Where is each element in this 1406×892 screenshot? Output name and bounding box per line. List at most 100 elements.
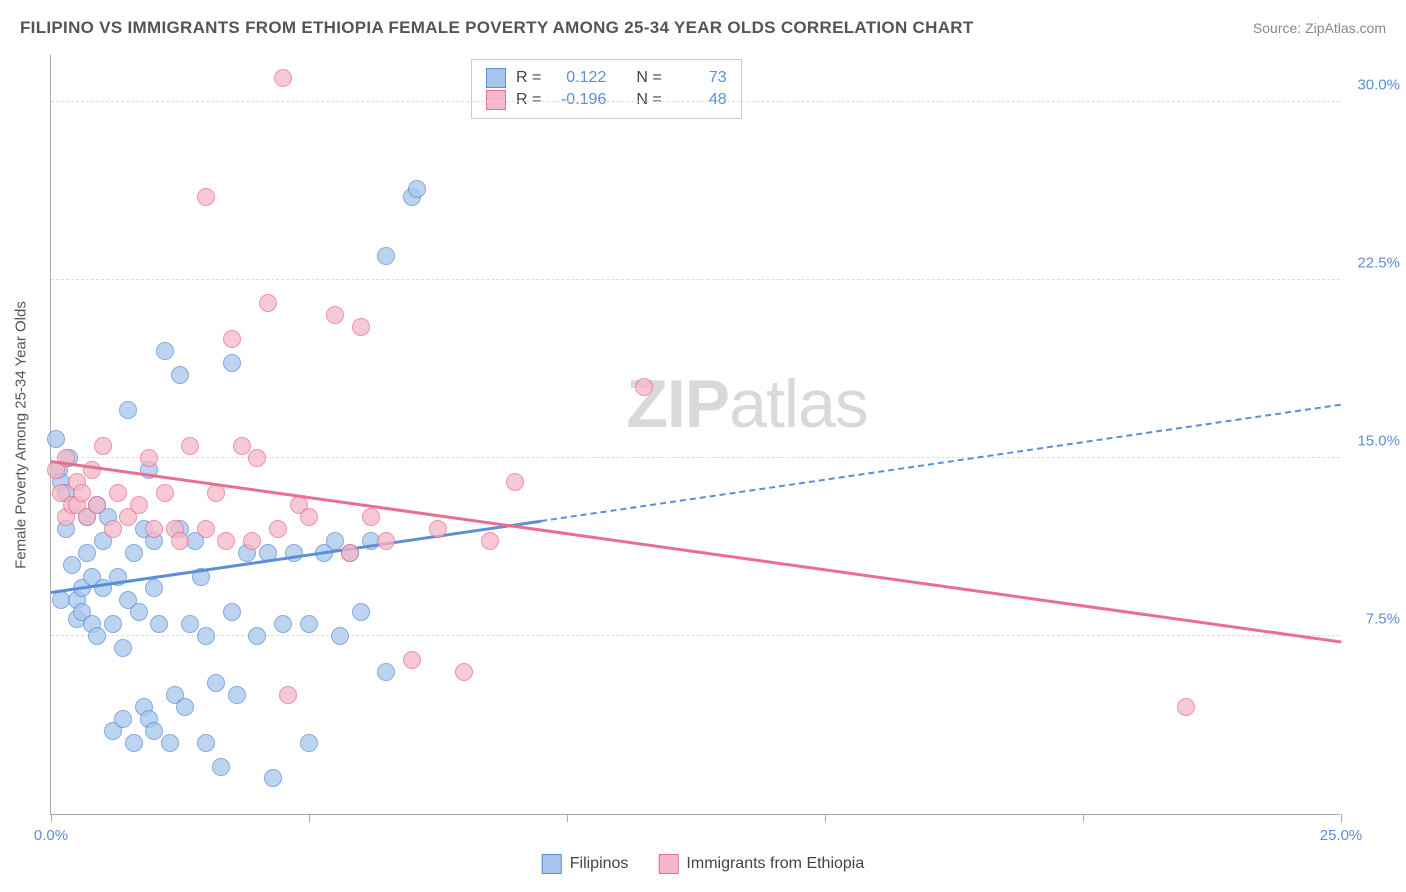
data-point: [181, 615, 199, 633]
data-point: [83, 461, 101, 479]
data-point: [78, 544, 96, 562]
data-point: [88, 496, 106, 514]
x-tick: [567, 814, 568, 822]
data-point: [114, 710, 132, 728]
data-point: [326, 532, 344, 550]
x-tick: [1341, 814, 1342, 822]
data-point: [429, 520, 447, 538]
data-point: [228, 686, 246, 704]
data-point: [223, 603, 241, 621]
r-label: R =: [516, 69, 541, 87]
data-point: [300, 615, 318, 633]
data-point: [408, 180, 426, 198]
legend-swatch: [542, 854, 562, 874]
data-point: [377, 663, 395, 681]
x-tick: [825, 814, 826, 822]
data-point: [88, 627, 106, 645]
data-point: [243, 532, 261, 550]
data-point: [94, 437, 112, 455]
data-point: [212, 758, 230, 776]
data-point: [331, 627, 349, 645]
data-point: [248, 627, 266, 645]
data-point: [145, 722, 163, 740]
data-point: [197, 734, 215, 752]
y-tick-label: 30.0%: [1357, 76, 1400, 93]
data-point: [145, 579, 163, 597]
data-point: [223, 354, 241, 372]
data-point: [197, 627, 215, 645]
data-point: [377, 247, 395, 265]
x-tick: [51, 814, 52, 822]
data-point: [109, 484, 127, 502]
plot-area: Female Poverty Among 25-34 Year Olds ZIP…: [50, 55, 1340, 815]
stats-row: R = 0.122 N = 73: [486, 68, 727, 88]
data-point: [150, 615, 168, 633]
legend-item: Filipinos: [542, 854, 629, 874]
data-point: [341, 544, 359, 562]
data-point: [130, 496, 148, 514]
data-point: [274, 615, 292, 633]
data-point: [352, 603, 370, 621]
gridline: [51, 279, 1340, 280]
data-point: [140, 449, 158, 467]
x-tick: [309, 814, 310, 822]
source-attribution: Source: ZipAtlas.com: [1253, 20, 1386, 36]
data-point: [156, 484, 174, 502]
legend-swatch: [658, 854, 678, 874]
r-value: 0.122: [551, 69, 606, 87]
y-tick-label: 7.5%: [1366, 610, 1400, 627]
data-point: [171, 366, 189, 384]
gridline: [51, 101, 1340, 102]
y-tick-label: 15.0%: [1357, 432, 1400, 449]
data-point: [481, 532, 499, 550]
data-point: [223, 330, 241, 348]
data-point: [264, 769, 282, 787]
gridline: [51, 635, 1340, 636]
legend-swatch: [486, 68, 506, 88]
data-point: [181, 437, 199, 455]
data-point: [197, 188, 215, 206]
data-point: [114, 639, 132, 657]
data-point: [274, 69, 292, 87]
legend-item: Immigrants from Ethiopia: [658, 854, 864, 874]
y-tick-label: 22.5%: [1357, 254, 1400, 271]
gridline: [51, 457, 1340, 458]
data-point: [279, 686, 297, 704]
data-point: [145, 520, 163, 538]
data-point: [259, 294, 277, 312]
correlation-stats-box: R =0.122N =73R =-0.196N =48: [471, 59, 742, 119]
data-point: [362, 508, 380, 526]
data-point: [300, 734, 318, 752]
chart-title: FILIPINO VS IMMIGRANTS FROM ETHIOPIA FEM…: [20, 18, 974, 38]
data-point: [326, 306, 344, 324]
x-tick-label: 25.0%: [1320, 827, 1363, 844]
data-point: [207, 674, 225, 692]
data-point: [104, 520, 122, 538]
data-point: [207, 484, 225, 502]
x-tick-label: 0.0%: [34, 827, 68, 844]
data-point: [1177, 698, 1195, 716]
data-point: [161, 734, 179, 752]
data-point: [377, 532, 395, 550]
data-point: [197, 520, 215, 538]
data-point: [125, 544, 143, 562]
data-point: [47, 430, 65, 448]
watermark: ZIPatlas: [626, 365, 867, 443]
data-point: [119, 401, 137, 419]
data-point: [156, 342, 174, 360]
n-label: N =: [636, 69, 661, 87]
data-point: [125, 734, 143, 752]
legend-label: Filipinos: [570, 855, 629, 873]
legend: Filipinos Immigrants from Ethiopia: [542, 854, 865, 874]
data-point: [248, 449, 266, 467]
data-point: [176, 698, 194, 716]
data-point: [455, 663, 473, 681]
data-point: [506, 473, 524, 491]
data-point: [233, 437, 251, 455]
data-point: [217, 532, 235, 550]
n-value: 73: [672, 69, 727, 87]
x-tick: [1083, 814, 1084, 822]
legend-label: Immigrants from Ethiopia: [686, 855, 864, 873]
trend-line: [541, 404, 1341, 522]
data-point: [171, 532, 189, 550]
